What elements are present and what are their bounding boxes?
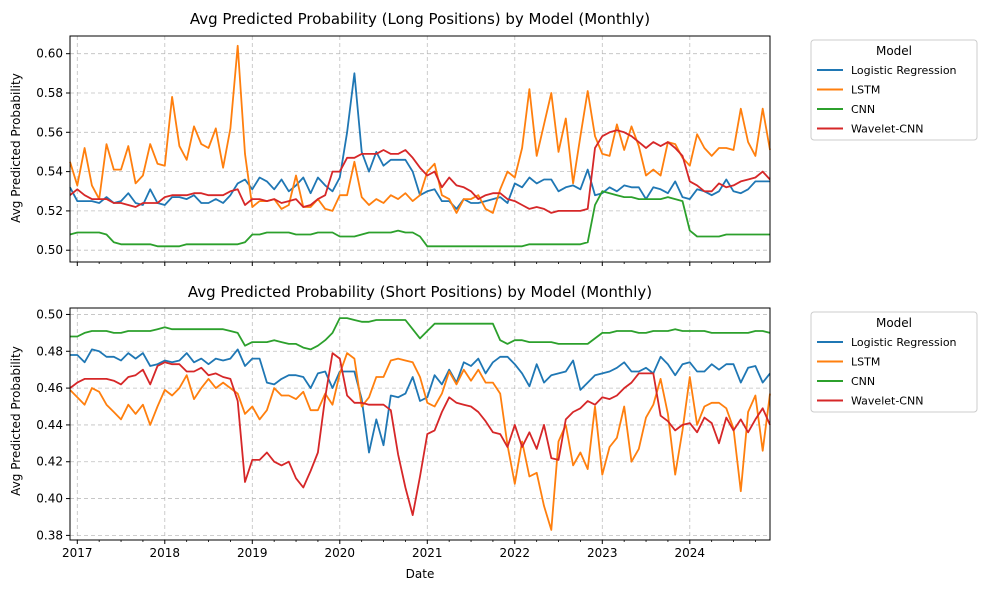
legend-label: CNN (851, 103, 875, 116)
y-axis-label: Avg Predicted Probability (9, 346, 23, 496)
x-tick-label: 2021 (412, 546, 443, 560)
y-axis-label: Avg Predicted Probability (9, 73, 23, 223)
legend-title: Model (876, 316, 912, 330)
series-line-cnn (70, 317, 771, 351)
y-tick-label: 0.44 (36, 418, 63, 432)
y-tick-label: 0.60 (36, 47, 63, 61)
series-line-logistic-regression (69, 72, 770, 210)
y-tick-label: 0.40 (36, 492, 63, 506)
x-tick-label: 2024 (675, 546, 706, 560)
legend-label: LSTM (851, 84, 880, 97)
x-tick-label: 2019 (237, 546, 268, 560)
y-tick-label: 0.52 (36, 204, 63, 218)
x-tick-label: 2017 (62, 546, 93, 560)
series-line-lstm (69, 352, 771, 531)
y-tick-label: 0.56 (36, 125, 63, 139)
y-tick-label: 0.38 (36, 528, 63, 542)
y-tick-label: 0.50 (36, 243, 63, 257)
legend-item: CNN (817, 103, 875, 116)
legend-item: LSTM (817, 84, 880, 97)
legend-box (810, 311, 978, 413)
legend-title: Model (876, 44, 912, 58)
gridlines (70, 36, 770, 262)
series-line-wavelet-cnn (69, 352, 771, 516)
series-group (69, 317, 771, 531)
legend-item: Logistic Regression (817, 336, 957, 349)
y-tick-label: 0.50 (36, 307, 63, 321)
legend-item: Wavelet-CNN (817, 395, 923, 408)
y-ticks: 0.38 0.40 0.42 0.44 0.46 0.48 0.50 (36, 307, 70, 542)
legend-box (810, 39, 978, 141)
gridlines (70, 308, 770, 540)
legend-item: Wavelet-CNN (817, 123, 923, 136)
series-line-cnn (69, 190, 770, 248)
series-line-wavelet-cnn (69, 129, 771, 214)
x-tick-label: 2022 (500, 546, 531, 560)
legend-label: Logistic Regression (851, 64, 957, 77)
x-tick-label: 2018 (150, 546, 181, 560)
legend: Model Logistic Regression LSTM CNN Wavelet-C… (810, 311, 978, 413)
legend: Model Logistic Regression LSTM CNN Wavelet-C… (810, 39, 978, 141)
y-tick-label: 0.58 (36, 86, 63, 100)
legend-label: Logistic Regression (851, 336, 957, 349)
x-ticks: 2017 2018 2019 2020 2021 2022 2023 2024 (62, 540, 756, 560)
legend-label: LSTM (851, 356, 880, 369)
plot-frame (69, 307, 771, 541)
legend-item: Logistic Regression (817, 64, 957, 77)
y-tick-label: 0.54 (36, 165, 63, 179)
series-line-lstm (69, 44, 771, 214)
chart-title: Avg Predicted Probability (Long Position… (190, 10, 650, 28)
y-tick-label: 0.42 (36, 455, 63, 469)
legend-label: Wavelet-CNN (851, 123, 923, 136)
legend-label: CNN (851, 375, 875, 388)
series-group (69, 44, 771, 248)
long-positions-chart: Avg Predicted Probability (Long Position… (9, 10, 978, 266)
legend-item: LSTM (817, 356, 880, 369)
chart-title: Avg Predicted Probability (Short Positio… (188, 283, 652, 301)
short-positions-chart: Avg Predicted Probability (Short Positio… (9, 283, 978, 560)
plot-frame (69, 35, 771, 263)
x-tick-label: 2023 (587, 546, 618, 560)
legend-label: Wavelet-CNN (851, 395, 923, 408)
y-tick-label: 0.46 (36, 381, 63, 395)
legend-item: CNN (817, 375, 875, 388)
y-tick-label: 0.48 (36, 344, 63, 358)
x-axis-label: Date (406, 567, 435, 581)
x-ticks (76, 262, 756, 266)
x-tick-label: 2020 (325, 546, 356, 560)
y-ticks: 0.50 0.52 0.54 0.56 0.58 0.60 (36, 47, 70, 257)
